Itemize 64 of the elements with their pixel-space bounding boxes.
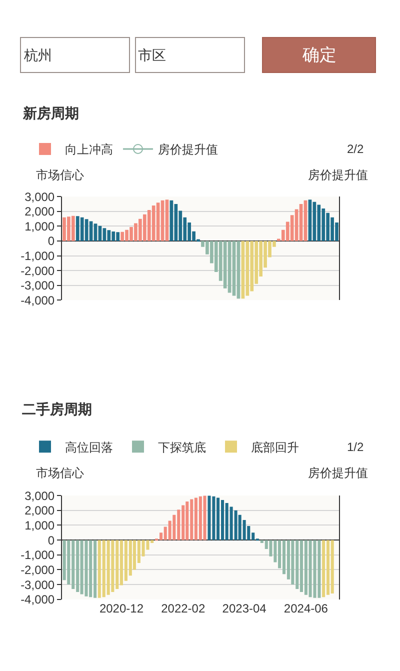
- bar: [84, 219, 88, 242]
- y-tick-label: 3,000: [24, 190, 55, 204]
- text: 2/2: [347, 142, 364, 156]
- y-tick-label: -1,000: [20, 548, 55, 562]
- text: 1/2: [347, 440, 364, 454]
- bar: [84, 540, 88, 596]
- bar: [89, 221, 93, 242]
- y-tick-label: -2,000: [20, 562, 55, 577]
- bar: [156, 202, 160, 242]
- x-tick-label: 2022-02: [161, 601, 206, 616]
- y2-axis-title: 房价提升值: [308, 466, 368, 480]
- bar: [234, 510, 238, 540]
- y-axis-title: 市场信心: [36, 168, 84, 182]
- y-tick-label: 0: [48, 234, 55, 248]
- legend-label: 向上冲高: [65, 142, 113, 157]
- y-tick-label: 3,000: [24, 488, 55, 503]
- legend-label: 下探筑底: [158, 440, 206, 454]
- x-tick-label: 2024-06: [284, 601, 328, 616]
- x-tick-label: 2020-12: [99, 601, 144, 616]
- bar: [152, 206, 156, 242]
- bar: [165, 200, 169, 242]
- bar: [67, 540, 70, 585]
- y-tick-label: -3,000: [20, 578, 55, 592]
- y-tick-label: -4,000: [20, 293, 55, 308]
- bar: [228, 241, 232, 293]
- bar: [317, 204, 321, 242]
- bar: [174, 204, 178, 242]
- bar: [208, 496, 211, 540]
- bar: [203, 496, 206, 540]
- chart-title: 二手房周期: [22, 401, 92, 417]
- y-tick-label: 1,000: [24, 518, 55, 532]
- bar: [322, 540, 326, 598]
- y-tick-label: -1,000: [20, 249, 55, 263]
- chart-title: 新房周期: [22, 105, 79, 121]
- text: 杭州: [23, 47, 52, 63]
- y-tick-label: 2,000: [24, 204, 55, 219]
- bar: [291, 540, 294, 585]
- bar: [313, 540, 316, 598]
- x-tick-label: 2023-04: [222, 601, 267, 616]
- bar: [299, 204, 303, 242]
- y-axis-title: 市场信心: [36, 466, 84, 480]
- y-tick-label: 0: [48, 533, 55, 548]
- legend-label: 高位回落: [65, 440, 113, 454]
- bar: [94, 224, 98, 242]
- bar: [106, 540, 110, 595]
- bar: [330, 540, 334, 594]
- bar: [107, 230, 111, 242]
- y-tick-label: -2,000: [20, 264, 55, 278]
- y-tick-label: 1,000: [24, 219, 55, 234]
- bar: [308, 200, 312, 242]
- bar: [102, 228, 106, 242]
- bar: [71, 216, 75, 242]
- y-tick-label: 2,000: [24, 504, 55, 518]
- bar: [246, 241, 250, 296]
- bar: [111, 540, 114, 592]
- bar: [62, 540, 66, 580]
- bar: [186, 502, 189, 540]
- y-tick-label: -4,000: [20, 592, 55, 607]
- y2-axis-title: 房价提升值: [308, 168, 368, 182]
- legend-label: 房价提升值: [158, 142, 218, 157]
- legend-label: 底部回升: [251, 440, 299, 454]
- text: 确定: [302, 46, 336, 64]
- y-tick-label: -3,000: [20, 278, 55, 293]
- text: 市区: [138, 47, 166, 63]
